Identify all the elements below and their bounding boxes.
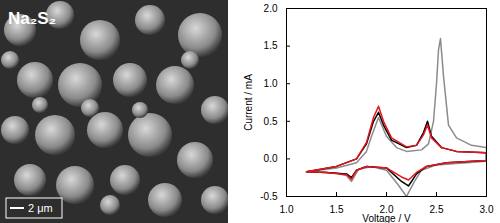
svg-text:1.0: 1.0: [264, 78, 278, 89]
svg-text:0.0: 0.0: [264, 153, 278, 164]
svg-text:1.5: 1.5: [264, 40, 278, 51]
svg-text:3.0: 3.0: [480, 204, 494, 215]
svg-text:Voltage / V: Voltage / V: [362, 213, 411, 223]
svg-text:1.0: 1.0: [280, 204, 294, 215]
svg-text:2.0: 2.0: [264, 3, 278, 14]
svg-text:Current / mA: Current / mA: [243, 74, 254, 131]
svg-text:-0.5: -0.5: [260, 191, 278, 202]
svg-text:Na₂S₂: Na₂S₂: [8, 9, 56, 28]
svg-text:1.5: 1.5: [330, 204, 344, 215]
svg-text:2.0: 2.0: [379, 203, 394, 215]
svg-text:2.5: 2.5: [430, 204, 444, 215]
svg-text:2 μm: 2 μm: [28, 202, 53, 214]
svg-text:0.5: 0.5: [264, 116, 278, 127]
